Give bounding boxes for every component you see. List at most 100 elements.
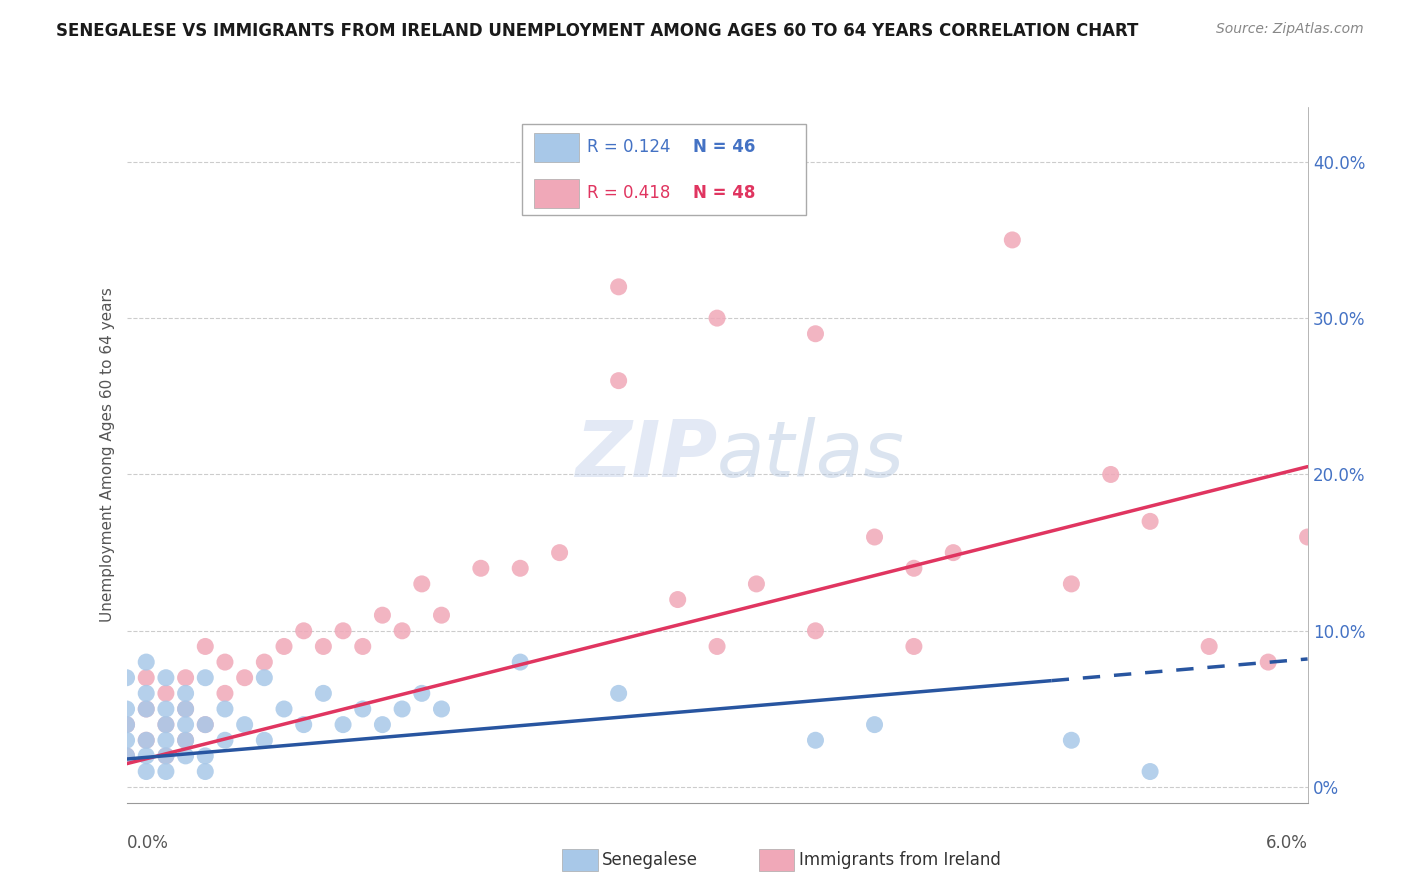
Point	[332, 624, 354, 638]
Point	[135, 671, 157, 685]
Point	[174, 702, 197, 716]
Point	[430, 608, 453, 623]
Point	[292, 717, 315, 731]
Point	[214, 702, 236, 716]
Point	[804, 326, 827, 341]
Point	[194, 717, 217, 731]
Point	[607, 280, 630, 294]
Point	[214, 733, 236, 747]
Text: 6.0%: 6.0%	[1265, 834, 1308, 852]
Point	[1060, 577, 1083, 591]
FancyBboxPatch shape	[522, 124, 806, 215]
Point	[253, 655, 276, 669]
Point	[194, 640, 217, 654]
Text: atlas: atlas	[717, 417, 905, 493]
Point	[1198, 640, 1220, 654]
Point	[155, 702, 177, 716]
Point	[135, 733, 157, 747]
Point	[352, 702, 374, 716]
Point	[411, 686, 433, 700]
Text: Senegalese: Senegalese	[602, 851, 697, 869]
Point	[548, 546, 571, 560]
Text: SENEGALESE VS IMMIGRANTS FROM IRELAND UNEMPLOYMENT AMONG AGES 60 TO 64 YEARS COR: SENEGALESE VS IMMIGRANTS FROM IRELAND UN…	[56, 22, 1139, 40]
Point	[942, 546, 965, 560]
Point	[115, 717, 138, 731]
Point	[804, 624, 827, 638]
Y-axis label: Unemployment Among Ages 60 to 64 years: Unemployment Among Ages 60 to 64 years	[100, 287, 115, 623]
Point	[312, 686, 335, 700]
Point	[194, 748, 217, 763]
Point	[253, 733, 276, 747]
Point	[745, 577, 768, 591]
Point	[174, 671, 197, 685]
Point	[135, 733, 157, 747]
Point	[115, 671, 138, 685]
Point	[371, 717, 394, 731]
Point	[273, 640, 295, 654]
FancyBboxPatch shape	[534, 178, 579, 208]
Point	[292, 624, 315, 638]
Point	[391, 624, 413, 638]
Point	[1001, 233, 1024, 247]
Point	[194, 671, 217, 685]
Point	[115, 717, 138, 731]
Point	[863, 530, 886, 544]
FancyBboxPatch shape	[534, 133, 579, 162]
Point	[1296, 530, 1319, 544]
Point	[1060, 733, 1083, 747]
Point	[155, 717, 177, 731]
Point	[1139, 514, 1161, 528]
Point	[214, 686, 236, 700]
Point	[233, 717, 256, 731]
Text: N = 48: N = 48	[693, 185, 756, 202]
Point	[214, 655, 236, 669]
Point	[174, 733, 197, 747]
Point	[174, 748, 197, 763]
Text: Source: ZipAtlas.com: Source: ZipAtlas.com	[1216, 22, 1364, 37]
Point	[509, 655, 531, 669]
Point	[194, 764, 217, 779]
Point	[174, 686, 197, 700]
Point	[115, 733, 138, 747]
Point	[666, 592, 689, 607]
Text: Immigrants from Ireland: Immigrants from Ireland	[799, 851, 1001, 869]
Point	[253, 671, 276, 685]
Point	[135, 702, 157, 716]
Point	[174, 717, 197, 731]
Point	[1099, 467, 1122, 482]
Point	[115, 702, 138, 716]
Point	[115, 748, 138, 763]
Text: N = 46: N = 46	[693, 138, 756, 156]
Text: 0.0%: 0.0%	[127, 834, 169, 852]
Point	[135, 686, 157, 700]
Point	[155, 686, 177, 700]
Point	[1139, 764, 1161, 779]
Point	[352, 640, 374, 654]
Point	[155, 717, 177, 731]
Point	[863, 717, 886, 731]
Point	[706, 311, 728, 326]
Point	[411, 577, 433, 591]
Point	[430, 702, 453, 716]
Point	[233, 671, 256, 685]
Point	[804, 733, 827, 747]
Point	[371, 608, 394, 623]
Point	[135, 655, 157, 669]
Point	[194, 717, 217, 731]
Point	[312, 640, 335, 654]
Point	[155, 733, 177, 747]
Point	[903, 640, 925, 654]
Text: ZIP: ZIP	[575, 417, 717, 493]
Point	[470, 561, 492, 575]
Point	[391, 702, 413, 716]
Point	[174, 733, 197, 747]
Text: R = 0.124: R = 0.124	[588, 138, 671, 156]
Point	[332, 717, 354, 731]
Text: R = 0.418: R = 0.418	[588, 185, 671, 202]
Point	[155, 748, 177, 763]
Point	[706, 640, 728, 654]
Point	[135, 748, 157, 763]
Point	[1257, 655, 1279, 669]
Point	[115, 748, 138, 763]
Point	[155, 748, 177, 763]
